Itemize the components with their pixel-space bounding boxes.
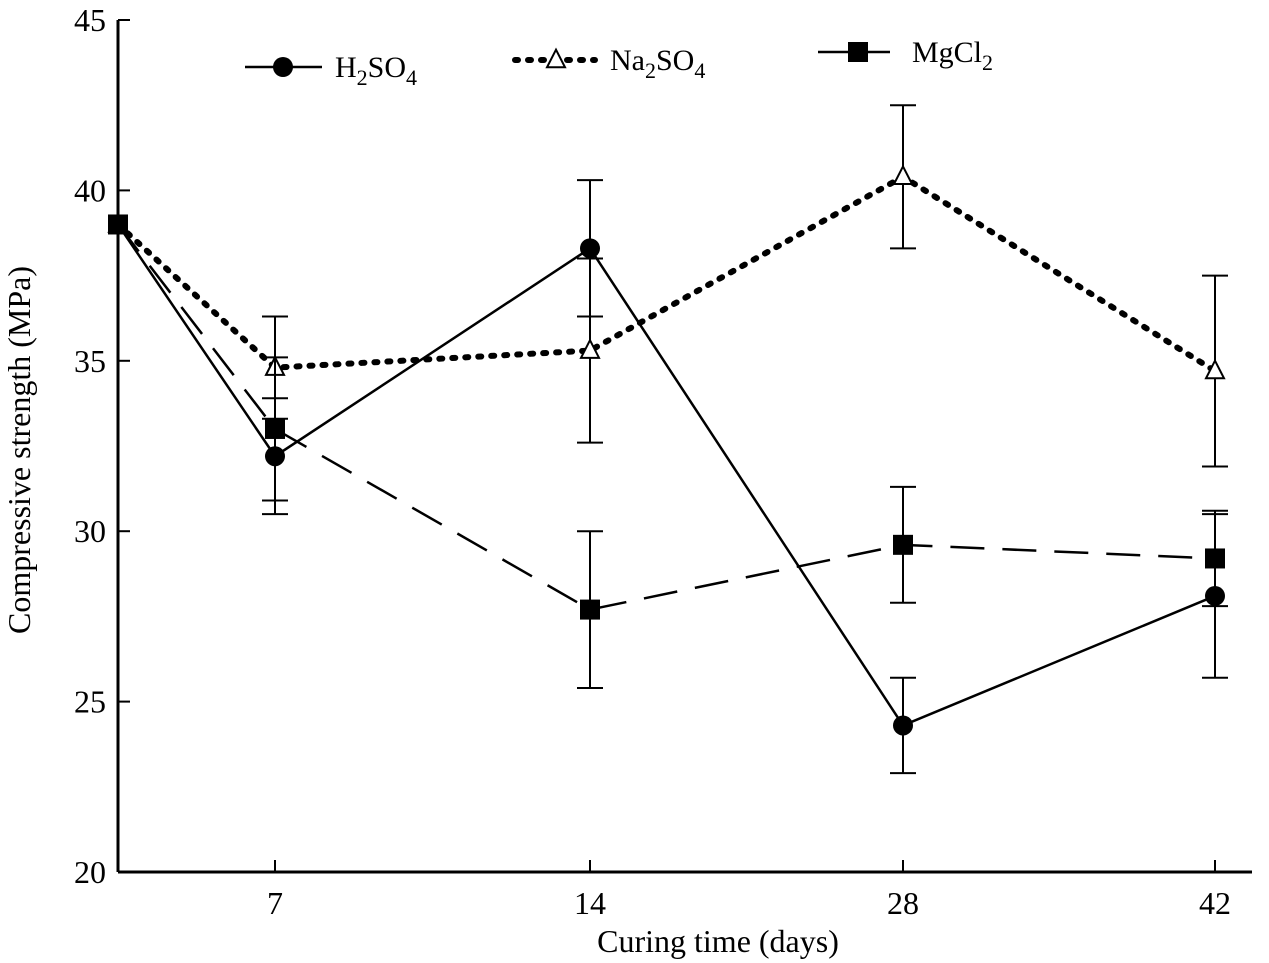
series-na2so4 — [107, 104, 1228, 468]
series-line — [117, 223, 1216, 611]
legend-label: Na2SO4 — [610, 44, 705, 83]
legend-item-na2so4: Na2SO4 — [512, 44, 705, 83]
data-point — [893, 534, 913, 555]
data-point — [265, 418, 285, 439]
data-point — [1205, 548, 1225, 569]
series-line — [116, 223, 1216, 728]
legend-label: MgCl2 — [912, 36, 993, 75]
legend-item-h2so4: H2SO4 — [245, 51, 417, 90]
x-tick-label: 14 — [574, 885, 606, 921]
series-layer — [107, 104, 1228, 775]
y-tick-label: 40 — [74, 172, 106, 208]
legend-marker — [545, 47, 567, 69]
series-line — [115, 173, 1218, 375]
series-mgcl2 — [108, 214, 1228, 689]
y-tick-label: 30 — [74, 513, 106, 549]
data-point — [580, 599, 600, 620]
data-point — [579, 338, 601, 359]
legend-marker — [273, 57, 293, 77]
y-ticks: 20 25 30 35 40 45 — [74, 2, 130, 890]
x-axis-title: Curing time (days) — [597, 923, 839, 959]
x-ticks: 7 14 28 42 — [267, 860, 1231, 921]
data-point — [580, 238, 600, 259]
data-point — [108, 214, 128, 235]
data-point — [892, 164, 914, 186]
legend-item-mgcl2: MgCl2 — [818, 36, 993, 75]
y-tick-label: 45 — [74, 2, 106, 38]
data-point — [893, 715, 913, 736]
y-tick-label: 20 — [74, 854, 106, 890]
legend-label: H2SO4 — [335, 51, 417, 90]
y-tick-label: 35 — [74, 343, 106, 379]
x-tick-label: 7 — [267, 885, 283, 921]
legend: H2SO4 Na2SO4 MgCl2 — [245, 36, 993, 90]
legend-marker — [848, 42, 868, 62]
axes — [116, 20, 1252, 874]
y-tick-label: 25 — [74, 684, 106, 720]
x-tick-label: 28 — [887, 885, 919, 921]
x-tick-label: 42 — [1199, 885, 1231, 921]
data-point — [1204, 358, 1226, 380]
y-axis-title: Compressive strength (MPa) — [1, 266, 37, 634]
